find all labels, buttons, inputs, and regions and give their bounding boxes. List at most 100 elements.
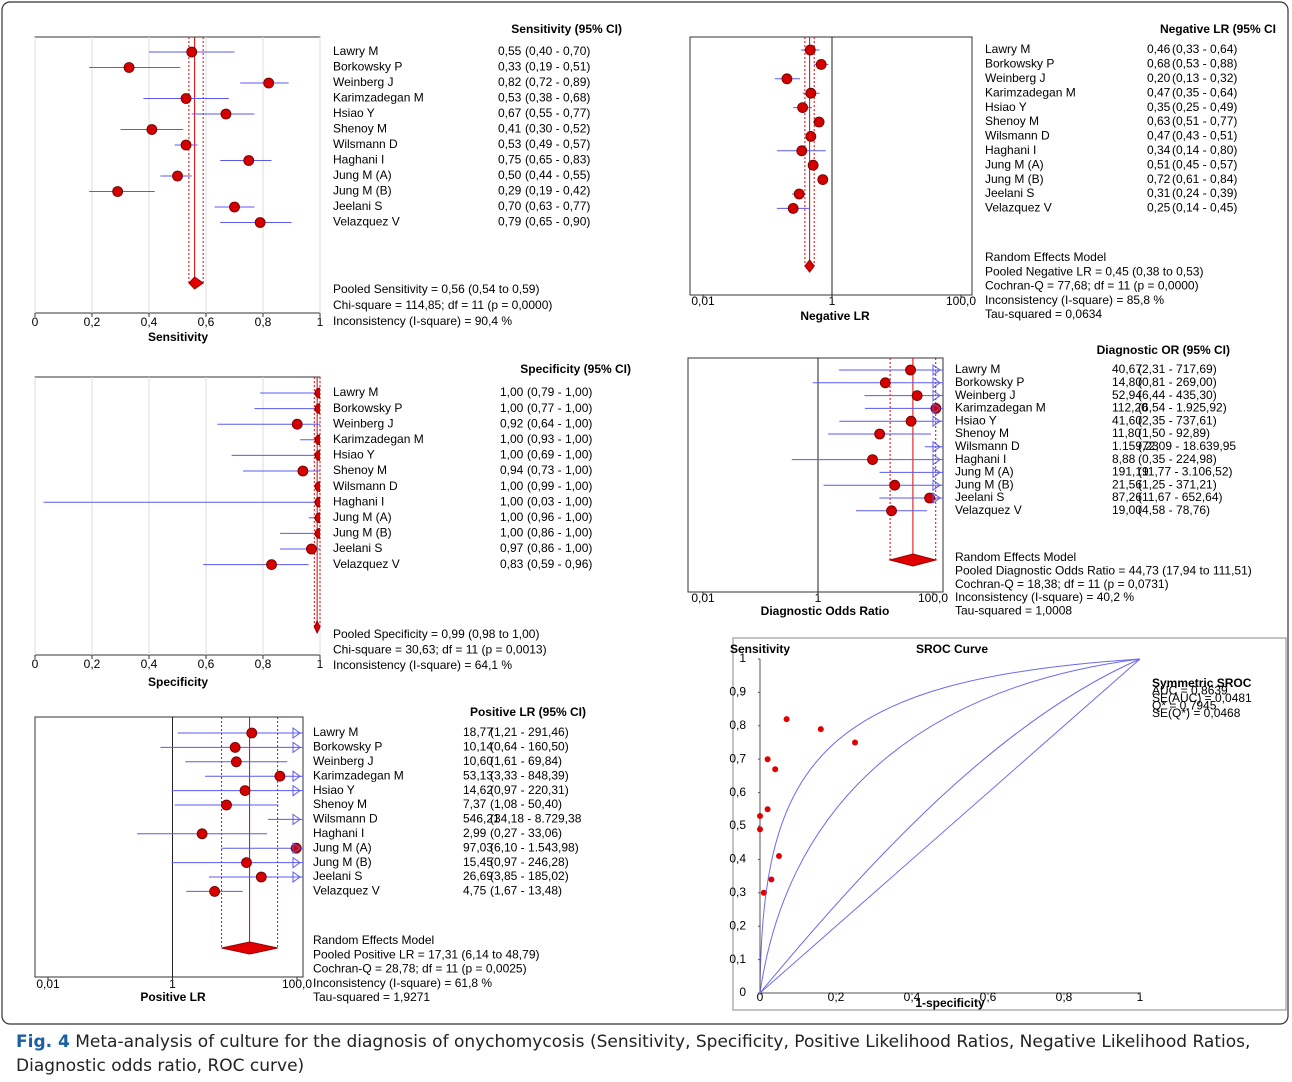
x-tick-label: 0	[32, 315, 39, 329]
study-point	[879, 377, 891, 389]
study-name: Jeelani S	[333, 199, 382, 213]
value-label: 10,60	[463, 754, 493, 768]
sroc-frame	[732, 637, 1287, 1011]
value-label: 0,92	[500, 416, 524, 430]
study-name: Wilsmann D	[985, 129, 1050, 143]
study-name: Hsiao Y	[333, 106, 375, 120]
study-point	[911, 390, 923, 402]
figure-border	[1, 1, 1289, 1025]
x-tick-label: 100,0	[946, 294, 976, 308]
y-tick-label: 0	[739, 985, 746, 999]
study-point	[807, 159, 819, 171]
study-name: Wilsmann D	[955, 439, 1020, 453]
summary-text: Pooled Sensitivity = 0,56 (0,54 to 0,59)	[333, 282, 539, 296]
chart-title: Diagnostic OR (95% CI)	[1097, 343, 1230, 357]
study-name: Haghani I	[955, 452, 1006, 466]
summary-text: Inconsistency (I-square) = 85,8 %	[985, 293, 1164, 307]
study-name: Hsiao Y	[313, 783, 355, 797]
value-label: 1,00	[500, 494, 524, 508]
ci-label: (0,35 - 0,64)	[1172, 85, 1237, 99]
ci-label: (0,96 - 1,00)	[527, 510, 592, 524]
ci-label: (11,67 - 652,64)	[1138, 490, 1223, 504]
study-point	[172, 170, 183, 182]
study-marks	[774, 44, 829, 214]
study-name: Jeelani S	[313, 869, 362, 883]
summary-text: Tau-squared = 0,0634	[985, 307, 1102, 321]
y-tick-label: 0,6	[729, 785, 746, 799]
study-name: Lawry M	[333, 44, 378, 58]
study-point	[230, 756, 242, 768]
x-tick-label: 0,8	[255, 657, 272, 671]
pooled-diamond	[804, 259, 815, 273]
study-point	[867, 454, 878, 466]
annotation: Symmetric SROC	[1152, 676, 1252, 690]
value-label: 53,13	[463, 768, 493, 782]
summary-text: Pooled Positive LR = 17,31 (6,14 to 48,7…	[313, 947, 539, 961]
x-tick-label: 0,6	[198, 657, 215, 671]
x-tick-label: 1	[829, 294, 836, 308]
ci-label: (1,25 - 371,21)	[1138, 477, 1217, 491]
value-label: 0,51	[1147, 157, 1171, 171]
y-tick-label: 1	[739, 651, 746, 665]
study-name: Velazquez V	[985, 201, 1052, 215]
study-name: Weinberg J	[985, 71, 1045, 85]
chart-title: SROC Curve	[916, 642, 988, 656]
ci-label: (4,58 - 78,76)	[1138, 503, 1210, 517]
ci-label: (0,13 - 0,32)	[1172, 71, 1237, 85]
caption-label: Fig. 4	[16, 1032, 70, 1052]
y-tick-label: 0,5	[729, 818, 746, 832]
study-name: Jung M (B)	[313, 855, 372, 869]
summary-text: Cochran-Q = 77,68; df = 11 (p = 0,0000)	[985, 279, 1199, 293]
ci-label: (6,10 - 1.543,98)	[490, 840, 579, 854]
value-label: 1,00	[500, 479, 524, 493]
x-tick-label: 1	[317, 657, 324, 671]
study-name: Weinberg J	[333, 75, 393, 89]
value-label: 0,97	[500, 541, 524, 555]
value-label: 0,67	[498, 106, 522, 120]
study-name: Velazquez V	[955, 503, 1022, 517]
study-name: Jung M (B)	[985, 172, 1044, 186]
value-label: 87,26	[1112, 490, 1142, 504]
study-name: Jeelani S	[985, 186, 1034, 200]
study-point	[123, 62, 135, 73]
value-label: 0,82	[498, 75, 522, 89]
summary-text: Chi-square = 30,63; df = 11 (p = 0,0013)	[333, 643, 547, 657]
study-name: Borkowsky P	[955, 375, 1024, 389]
study-name: Borkowsky P	[333, 60, 402, 74]
x-tick-label: 0	[32, 657, 39, 671]
study-name: Weinberg J	[333, 416, 393, 430]
ci-arrow	[932, 440, 941, 453]
summary-text: Inconsistency (I-square) = 64,1 %	[333, 658, 512, 672]
ci-arrow	[932, 415, 941, 428]
ci-arrow	[932, 376, 941, 389]
x-tick-label: 100,0	[918, 591, 948, 605]
study-marks	[89, 46, 292, 228]
study-point	[874, 428, 886, 440]
point	[768, 876, 775, 883]
value-label: 0,20	[1147, 71, 1171, 85]
ci-label: (0,03 - 1,00)	[527, 494, 592, 508]
study-point	[263, 77, 275, 89]
study-point	[314, 528, 320, 539]
value-label: 1,00	[500, 510, 524, 524]
chart-title: Negative LR (95% CI	[1160, 22, 1276, 36]
study-name: Jung M (A)	[333, 510, 392, 524]
study-name: Velazquez V	[313, 884, 380, 898]
study-point	[793, 188, 805, 200]
ci-label: (1,21 - 291,46)	[490, 725, 569, 739]
ci-label: (0,30 - 0,52)	[525, 122, 590, 136]
study-point	[905, 364, 916, 376]
x-tick-label: 0	[757, 990, 764, 1004]
ci-label: (0,49 - 0,57)	[525, 137, 590, 151]
value-label: 0,68	[1147, 57, 1171, 71]
pooled-diamond	[888, 553, 938, 567]
ci-label: (1,50 - 92,89)	[1138, 426, 1210, 440]
study-name: Lawry M	[333, 385, 378, 399]
study-point	[254, 217, 266, 228]
chart-title: Sensitivity (95% CI)	[511, 22, 622, 36]
point	[764, 806, 771, 813]
value-label: 15,45	[463, 855, 493, 869]
study-point	[815, 59, 827, 70]
study-name: Haghani I	[333, 153, 384, 167]
study-point	[112, 186, 124, 197]
